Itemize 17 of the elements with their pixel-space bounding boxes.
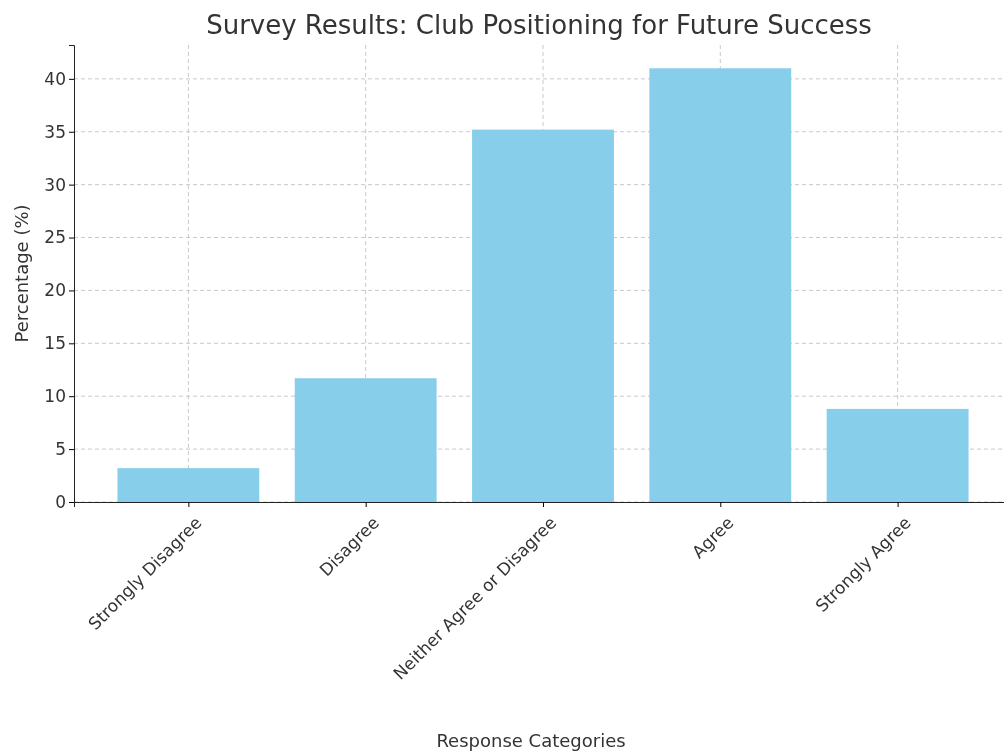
bar [826, 408, 969, 502]
y-tick-label: 0 [55, 491, 66, 512]
bar [472, 129, 614, 502]
y-tick-label: 15 [44, 333, 66, 354]
y-tick-label: 5 [55, 439, 66, 460]
y-tick-label: 10 [44, 386, 66, 407]
bar [117, 468, 260, 502]
y-tick-label: 30 [44, 174, 66, 195]
y-tick-label: 35 [44, 121, 66, 142]
bar [649, 68, 792, 502]
y-tick-label: 20 [44, 280, 66, 301]
y-tick-label: 25 [44, 227, 66, 248]
y-tick-label: 40 [44, 68, 66, 89]
y-axis-title: Percentage (%) [11, 204, 32, 343]
x-axis-title: Response Categories [436, 730, 626, 751]
bar [294, 378, 437, 502]
chart-title: Survey Results: Club Positioning for Future Success [206, 10, 872, 40]
